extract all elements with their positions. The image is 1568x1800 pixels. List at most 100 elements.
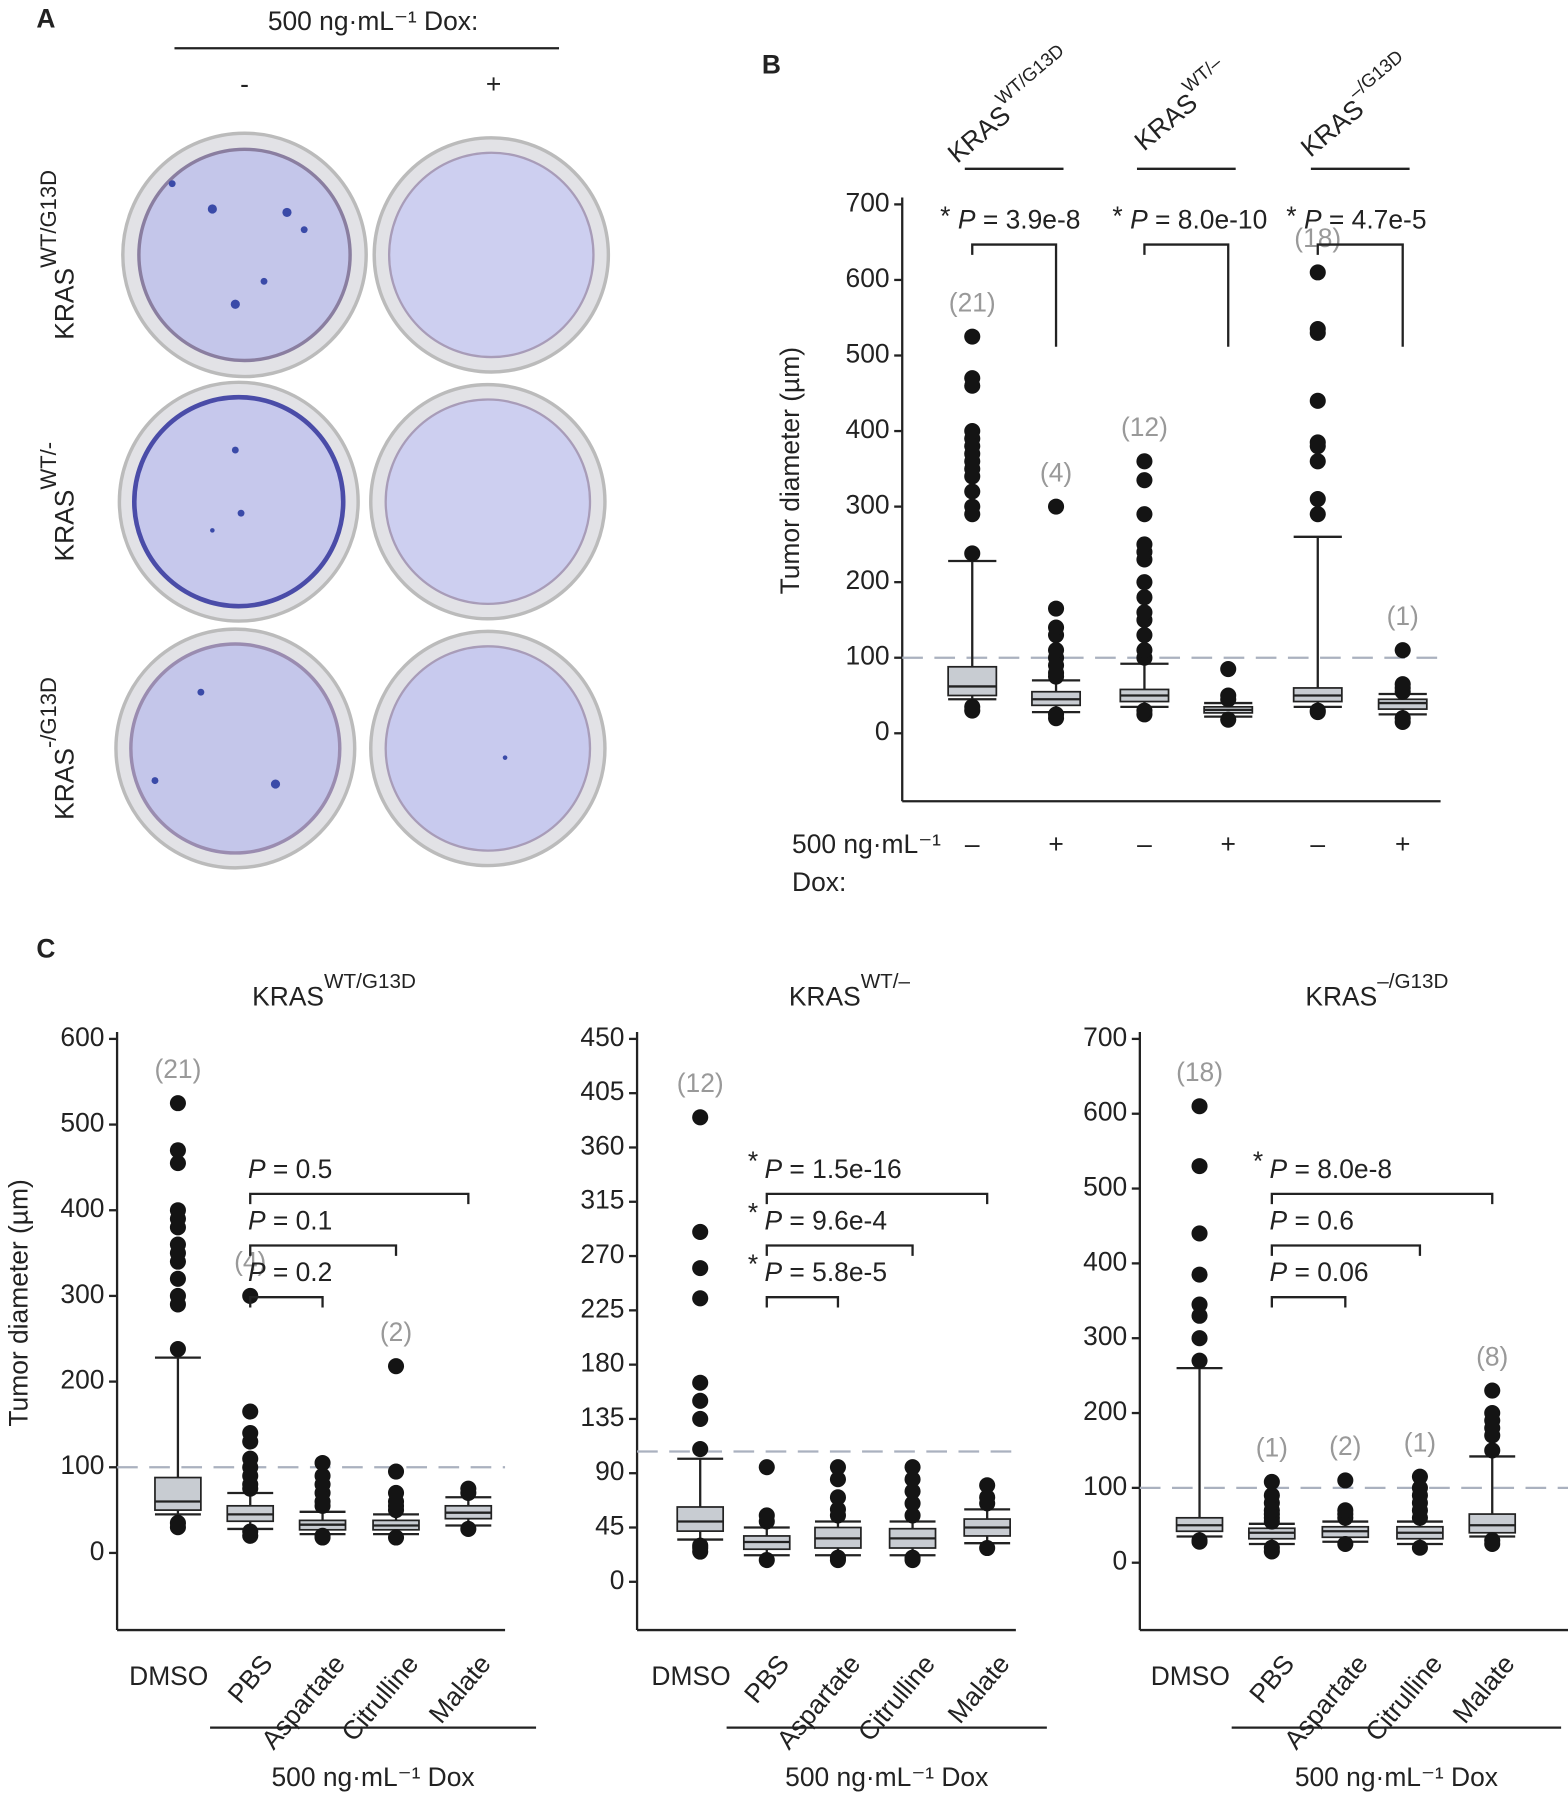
outlier [314, 1527, 331, 1544]
dox-label: 500 ng·mL⁻¹ Dox: [268, 6, 478, 36]
outlier [1136, 506, 1153, 523]
outlier [242, 1424, 259, 1442]
outlier [1309, 506, 1326, 523]
y-tick-label: 270 [580, 1239, 624, 1269]
chart-title-sup: WT/– [861, 971, 911, 994]
group-label-sup: WT/– [1178, 51, 1226, 96]
outlier [904, 1495, 921, 1512]
outlier [829, 1471, 846, 1488]
dish-well [137, 147, 352, 363]
outlier [964, 498, 981, 515]
outlier [1337, 1502, 1354, 1519]
outlier [1191, 1330, 1208, 1347]
chart-title-sup: –/G13D [1377, 971, 1448, 994]
group-label: 500 ng·mL⁻¹ Dox [271, 1762, 474, 1792]
x-tick-label: Malate [423, 1649, 497, 1729]
bracket [765, 1192, 989, 1205]
group-label: KRASWT/G13D [936, 40, 1079, 169]
outlier [964, 545, 981, 562]
outlier [387, 1358, 405, 1375]
panel-label: C [36, 933, 55, 963]
outlier [1191, 1352, 1208, 1369]
x-tick-label: Citrulline [335, 1649, 424, 1747]
y-tick-label: 200 [60, 1365, 104, 1395]
colony [151, 777, 159, 785]
bracket [1270, 1296, 1347, 1308]
outlier [1191, 1532, 1208, 1549]
count-label: (1) [1404, 1427, 1436, 1457]
outlier [964, 483, 981, 500]
outlier [1411, 1479, 1428, 1496]
outlier [1394, 710, 1411, 727]
outlier [1136, 589, 1153, 606]
bracket [765, 1296, 840, 1308]
outlier [169, 1270, 186, 1287]
y-tick-label: 45 [595, 1510, 624, 1540]
bracket [971, 243, 1058, 347]
outlier [1191, 1266, 1208, 1283]
count-label: (12) [1121, 412, 1168, 442]
y-tick-label: 300 [846, 490, 890, 520]
outlier [1136, 472, 1153, 489]
y-tick-label: 100 [846, 641, 890, 671]
outlier [1484, 1382, 1501, 1399]
colonies [151, 180, 508, 789]
outlier [1191, 1158, 1208, 1175]
outlier [692, 1223, 709, 1240]
y-tick-label: 450 [580, 1022, 624, 1052]
p-value: P = 8.0e-10 [1130, 205, 1267, 235]
count-label: (18) [1176, 1057, 1223, 1087]
bracket [249, 1296, 324, 1308]
outlier [1191, 1225, 1208, 1242]
x-tick-label: Citrulline [1359, 1649, 1448, 1747]
p-value: P = 3.9e-8 [958, 205, 1081, 235]
colony [168, 180, 176, 188]
outlier [169, 1236, 186, 1253]
colony [502, 755, 508, 760]
outlier [1263, 1539, 1280, 1556]
outlier [692, 1441, 709, 1458]
outlier [758, 1459, 775, 1476]
colony [210, 528, 215, 533]
y-tick-label: 360 [580, 1130, 624, 1160]
y-tick-label: 300 [60, 1279, 104, 1309]
count-label: (1) [1387, 601, 1419, 631]
outlier [1048, 642, 1065, 659]
group-label: KRAS–/G13D [1289, 45, 1418, 162]
outlier [314, 1454, 331, 1472]
x-tick-label: PBS [222, 1649, 279, 1709]
outlier [1309, 491, 1326, 508]
p-value: P = 4.7e-5 [1304, 205, 1427, 235]
significance-star: * [1253, 1146, 1263, 1176]
outlier [169, 1514, 186, 1531]
row-label-base: KRAS [50, 748, 80, 820]
y-tick-label: 405 [580, 1076, 624, 1106]
outlier [1309, 453, 1326, 470]
outlier [1394, 676, 1411, 693]
y-tick-label: 700 [1083, 1022, 1127, 1052]
significance-star: * [748, 1146, 758, 1176]
y-tick-label: 0 [610, 1565, 625, 1595]
colony [237, 509, 245, 517]
outlier [1484, 1405, 1501, 1422]
y-tick-label: 100 [1083, 1471, 1127, 1501]
colony [231, 446, 239, 454]
outlier [904, 1483, 921, 1500]
outlier [979, 1477, 996, 1494]
y-tick-label: 500 [1083, 1172, 1127, 1202]
outlier [1220, 661, 1237, 678]
x-axis-label: Dox: [792, 867, 846, 897]
significance-star: * [1286, 201, 1296, 231]
outlier [387, 1529, 405, 1546]
outlier [979, 1539, 996, 1557]
outlier [1136, 604, 1153, 621]
outlier [1048, 600, 1065, 617]
colony [260, 277, 268, 285]
outlier [387, 1484, 405, 1502]
group-label-base: KRAS [1129, 87, 1203, 156]
x-tick-label: – [1310, 829, 1325, 859]
bracket [1143, 243, 1230, 347]
outlier [1263, 1473, 1280, 1490]
outlier [169, 1142, 186, 1159]
outlier [692, 1410, 709, 1427]
